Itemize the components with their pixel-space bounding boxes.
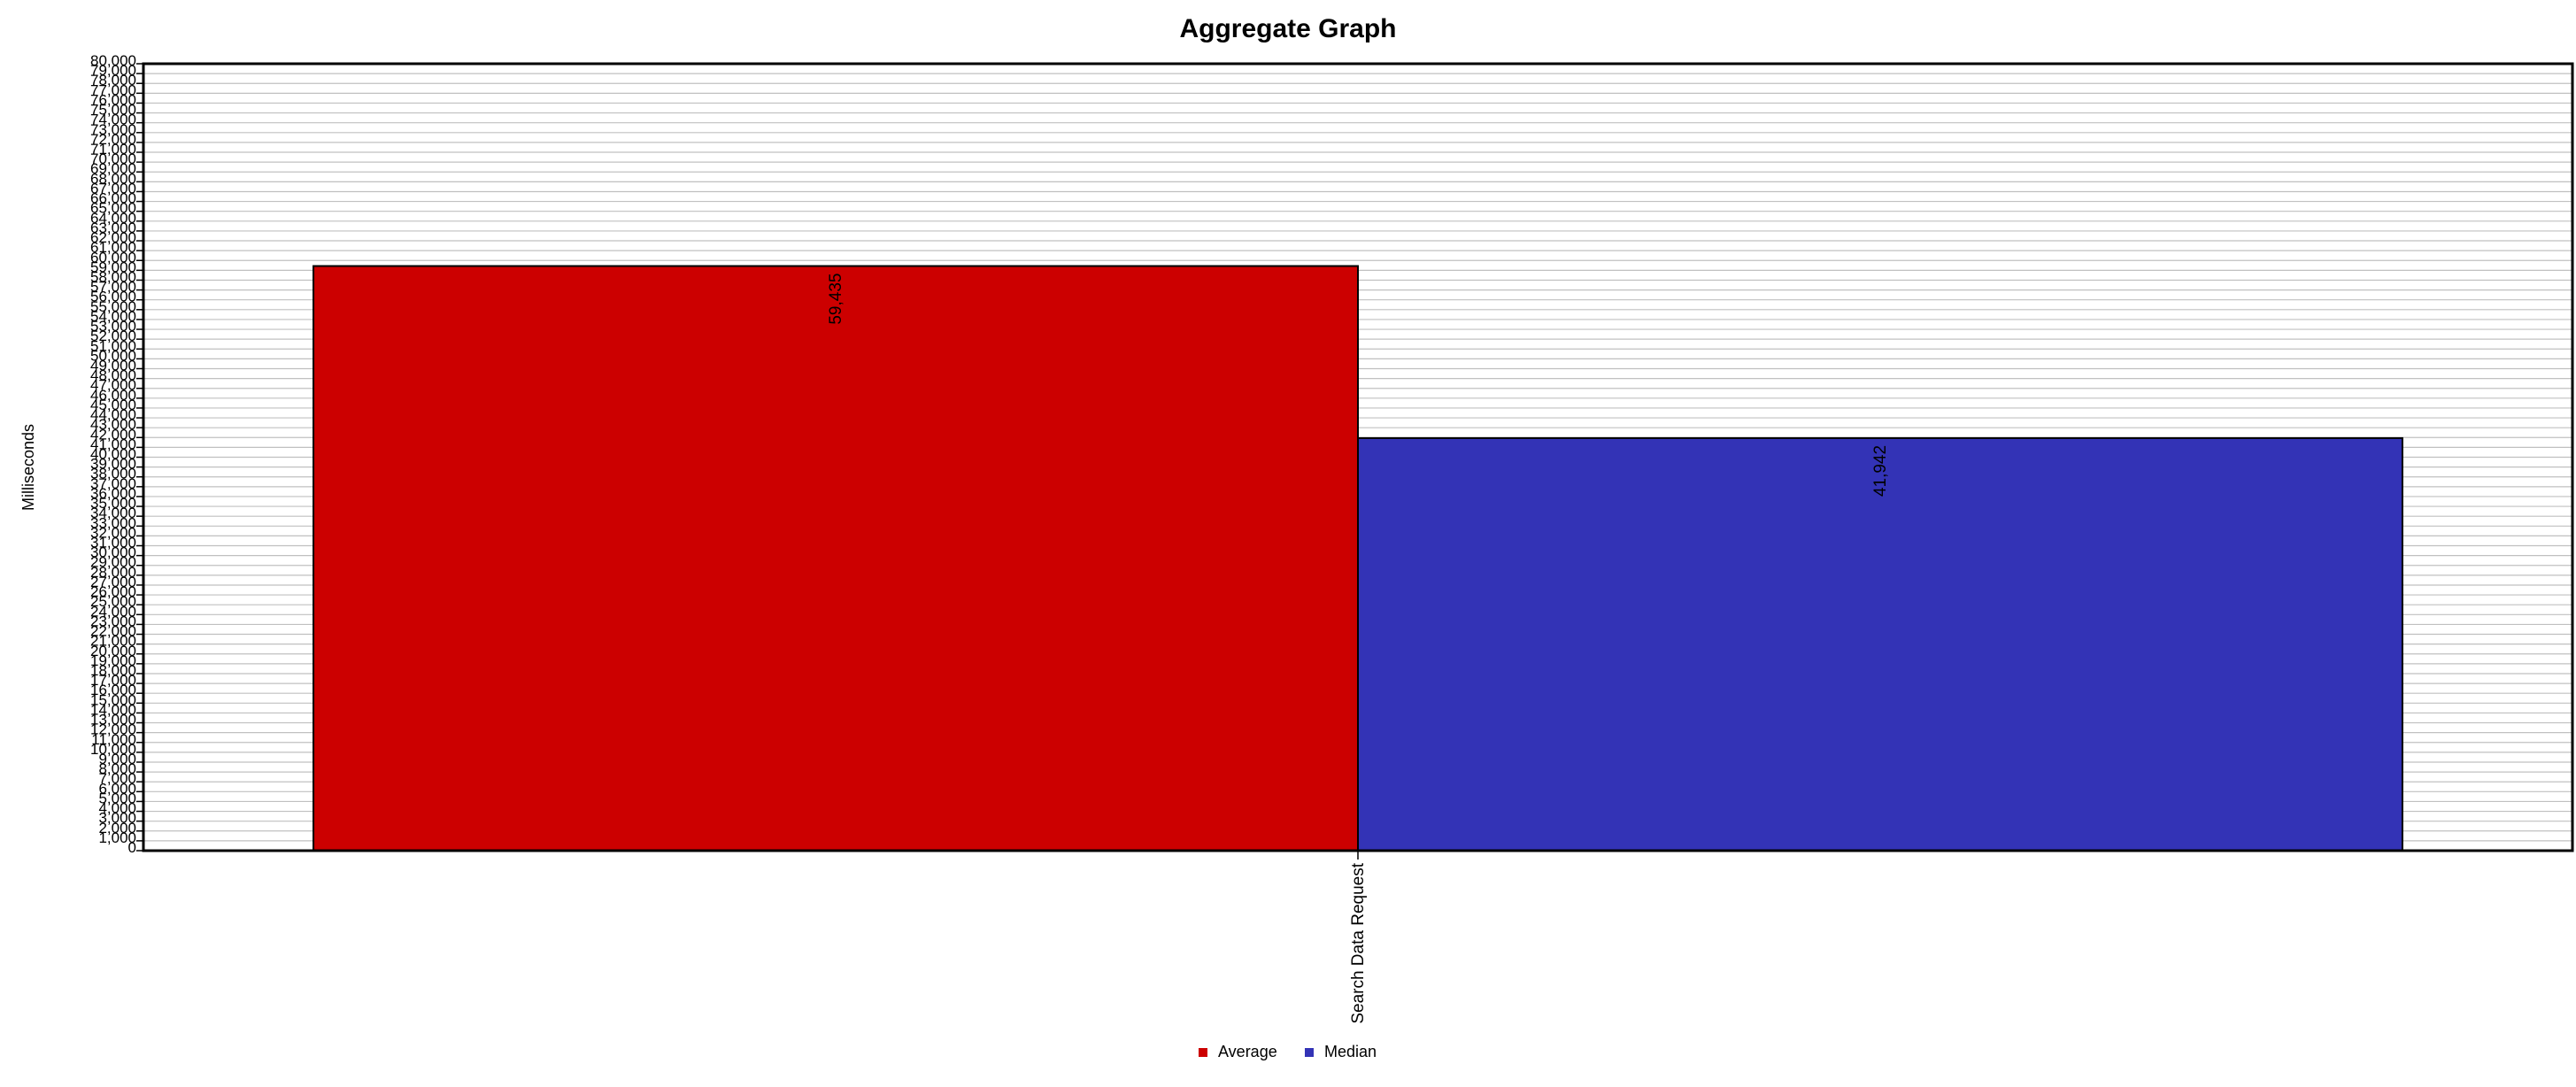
y-tick-label: 66,000 (90, 190, 136, 207)
legend: Average Median (1199, 1043, 1377, 1060)
y-tick-label: 9,000 (98, 751, 136, 767)
y-tick-label: 45,000 (90, 397, 136, 413)
y-tick-label: 33,000 (90, 514, 136, 531)
y-tick-label: 17,000 (90, 672, 136, 689)
y-axis-label: Milliseconds (19, 424, 37, 511)
y-tick-label: 63,000 (90, 220, 136, 236)
legend-label-average: Average (1218, 1043, 1277, 1060)
y-tick-label: 40,000 (90, 446, 136, 463)
data-label: 59,435 (827, 274, 845, 325)
chart-title: Aggregate Graph (1179, 14, 1396, 43)
y-tick-label: 80,000 (90, 52, 136, 69)
y-tick-label: 0 (128, 839, 136, 856)
y-tick-label: 28,000 (90, 564, 136, 581)
y-tick-label: 11,000 (91, 731, 136, 748)
bar-median (1357, 436, 2403, 852)
y-tick-label: 64,000 (90, 210, 136, 227)
bars: 59,435 41,942 (312, 265, 2403, 852)
legend-swatch-average (1199, 1048, 1207, 1057)
y-tick-label: 37,000 (90, 475, 136, 492)
y-tick-label: 19,000 (90, 652, 136, 669)
y-tick-label: 27,000 (90, 574, 136, 590)
y-tick-label: 32,000 (90, 524, 136, 541)
y-tick-label: 34,000 (90, 505, 136, 521)
y-tick-label: 55,000 (90, 298, 136, 315)
y-tick-label: 77,000 (90, 81, 136, 98)
y-tick-label: 73,000 (90, 121, 136, 138)
legend-label-median: Median (1324, 1043, 1377, 1060)
y-tick-label: 12,000 (90, 721, 136, 738)
y-tick-label: 44,000 (90, 406, 136, 423)
y-tick-label: 15,000 (90, 691, 136, 708)
y-tick-label: 59,000 (90, 258, 136, 275)
y-tick-label: 75,000 (90, 102, 136, 119)
y-tick-label: 79,000 (90, 62, 136, 79)
y-tick-label: 56,000 (90, 289, 136, 305)
y-tick-label: 35,000 (90, 495, 136, 512)
y-tick-label: 54,000 (90, 308, 136, 325)
y-tick-label: 41,000 (90, 436, 136, 452)
y-tick-label: 36,000 (90, 485, 136, 502)
y-tick-label: 65,000 (90, 200, 136, 217)
y-tick-label: 4,000 (98, 800, 136, 817)
y-tick-label: 3,000 (98, 810, 136, 827)
y-tick-label: 10,000 (90, 741, 136, 758)
y-tick-label: 18,000 (90, 662, 136, 679)
y-tick-label: 2,000 (98, 820, 136, 836)
y-tick-label: 7,000 (98, 770, 136, 787)
y-tick-label: 39,000 (90, 456, 136, 473)
y-tick-label: 5,000 (98, 790, 136, 806)
y-tick-label: 60,000 (90, 249, 136, 266)
y-tick-label: 49,000 (90, 357, 136, 374)
y-tick-label: 30,000 (90, 544, 136, 561)
legend-swatch-median (1305, 1048, 1314, 1057)
y-tick-label: 70,000 (90, 150, 136, 167)
y-tick-label: 25,000 (90, 593, 136, 610)
y-tick-label: 16,000 (90, 682, 136, 698)
y-tick-label: 8,000 (98, 760, 136, 777)
y-tick-label: 53,000 (90, 318, 136, 335)
y-tick-label: 24,000 (90, 603, 136, 620)
y-tick-label: 57,000 (90, 279, 136, 296)
y-tick-label: 13,000 (90, 712, 136, 729)
y-tick-label: 47,000 (90, 377, 136, 394)
y-tick-label: 31,000 (90, 535, 136, 551)
bar-average (312, 265, 1360, 852)
y-tick-label: 78,000 (90, 72, 136, 89)
y-tick-label: 62,000 (90, 229, 136, 246)
y-tick-label: 71,000 (90, 141, 136, 158)
y-tick-label: 76,000 (90, 91, 136, 108)
data-label: 41,942 (1871, 445, 1890, 497)
y-tick-label: 48,000 (90, 367, 136, 384)
y-tick-label: 72,000 (90, 131, 136, 148)
y-tick-label: 14,000 (90, 701, 136, 718)
y-axis-ticks: 01,0002,0003,0004,0005,0006,0007,0008,00… (90, 52, 143, 856)
y-tick-label: 52,000 (90, 328, 136, 344)
y-tick-label: 21,000 (90, 633, 136, 650)
y-tick-label: 68,000 (90, 170, 136, 187)
y-tick-label: 61,000 (90, 239, 136, 256)
y-tick-label: 51,000 (90, 337, 136, 354)
category-label: Search Data Request (1349, 862, 1368, 1023)
y-tick-label: 20,000 (90, 643, 136, 659)
y-tick-label: 46,000 (90, 387, 136, 404)
y-tick-label: 69,000 (90, 160, 136, 177)
y-tick-label: 43,000 (90, 416, 136, 433)
y-tick-label: 29,000 (90, 554, 136, 571)
y-tick-label: 1,000 (98, 829, 136, 846)
y-tick-label: 67,000 (90, 180, 136, 197)
y-tick-label: 74,000 (90, 112, 136, 128)
x-axis-ticks: Search Data Request (1349, 851, 1368, 1024)
y-tick-label: 38,000 (90, 466, 136, 482)
y-tick-label: 26,000 (90, 583, 136, 600)
y-tick-label: 22,000 (90, 623, 136, 640)
y-tick-label: 58,000 (90, 268, 136, 285)
y-tick-label: 50,000 (90, 347, 136, 364)
y-tick-label: 23,000 (90, 613, 136, 629)
y-tick-label: 42,000 (90, 426, 136, 443)
y-tick-label: 6,000 (98, 780, 136, 797)
